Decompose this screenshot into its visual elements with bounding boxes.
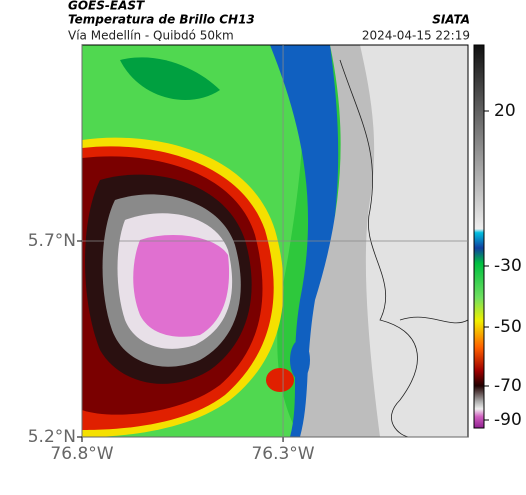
timestamp: 2024-04-15 22:19 bbox=[362, 29, 470, 43]
colorbar-tick-label: -70 bbox=[494, 376, 522, 396]
title: Temperatura de Brillo CH13 bbox=[68, 13, 255, 27]
x-tick-label: 76.3°W bbox=[251, 444, 314, 464]
y-tick-label: 5.7°N bbox=[28, 231, 76, 251]
satellite-image bbox=[82, 45, 468, 437]
colorbar-tick-label: -30 bbox=[494, 256, 522, 276]
source: GOES-EAST bbox=[68, 0, 145, 13]
y-tick-label: 5.2°N bbox=[28, 427, 76, 447]
colorbar-tick-label: -90 bbox=[494, 410, 522, 430]
x-tick-label: 76.8°W bbox=[50, 444, 113, 464]
colorbar-tick-label: 20 bbox=[494, 101, 516, 121]
colorbar bbox=[473, 44, 485, 429]
subtitle: Vía Medellín - Quibdó 50km bbox=[68, 29, 234, 43]
agency: SIATA bbox=[432, 13, 470, 27]
colorbar-tick-label: -50 bbox=[494, 317, 522, 337]
